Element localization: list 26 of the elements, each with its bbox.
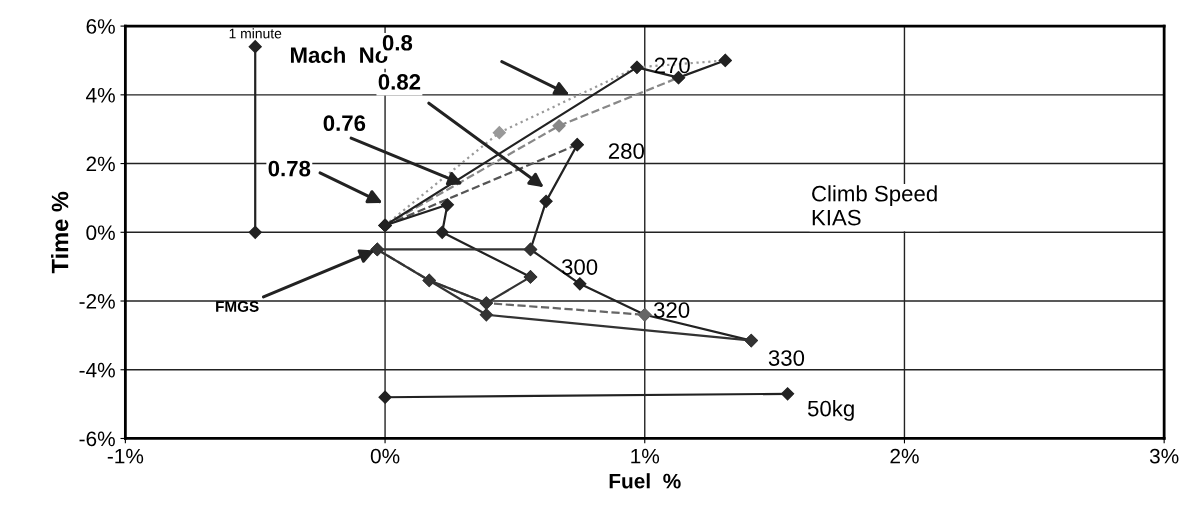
y-tick-label: -4%: [79, 362, 115, 378]
y-tick-label: 6%: [86, 19, 115, 34]
annotation: 0.76: [323, 115, 366, 132]
annotation: FMGS: [216, 301, 259, 312]
annotation: 280: [608, 143, 644, 159]
y-tick-label: -6%: [79, 431, 115, 447]
annotation: 50kg: [807, 400, 854, 421]
annotation: 320: [653, 302, 690, 318]
x-tick-label: -1%: [107, 448, 144, 464]
x-tick-label: 1%: [631, 448, 660, 464]
y-tick-label: 2%: [86, 156, 115, 172]
x-tick-label: 3%: [1149, 448, 1179, 464]
annotation: 330: [768, 350, 805, 366]
annotation: 0.82: [378, 74, 421, 90]
annotation: 0.78: [268, 160, 311, 177]
y-tick-label: 0%: [86, 225, 115, 241]
y-tick-label: 4%: [86, 87, 115, 103]
annotation: 300: [561, 259, 598, 275]
x-tick-label: 2%: [890, 448, 919, 464]
y-tick-label: -2%: [79, 294, 115, 309]
annotation: 270: [654, 57, 690, 74]
annotation: 1 minute: [229, 28, 282, 39]
y-axis-title: Time %: [51, 191, 69, 274]
x-tick-label: 0%: [370, 448, 400, 464]
x-axis-title: Fuel %: [609, 473, 681, 489]
annotation: Climb Speed KIAS: [812, 185, 937, 226]
